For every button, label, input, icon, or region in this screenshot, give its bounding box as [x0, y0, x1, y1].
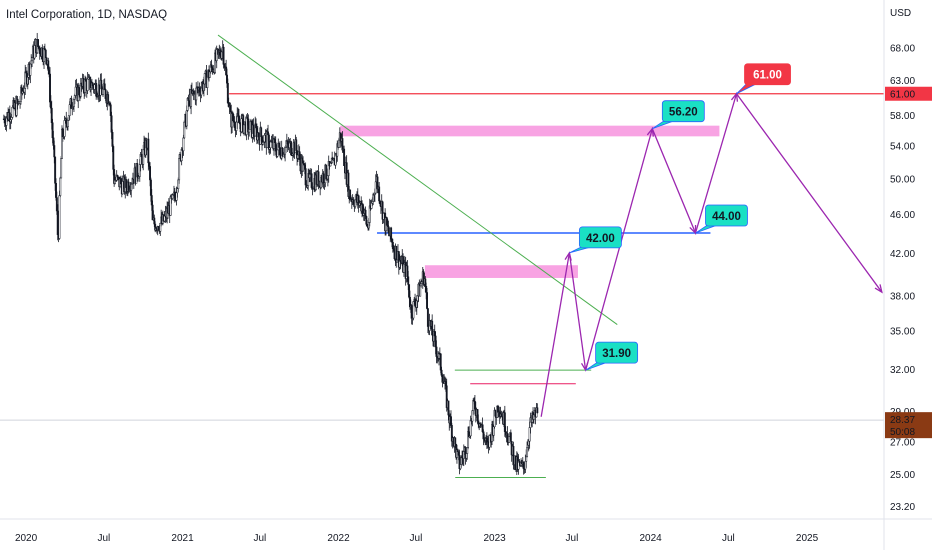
candle-body: [248, 129, 251, 133]
time-tick: 2022: [327, 533, 350, 544]
candle-body: [426, 292, 428, 309]
projection-layer: [540, 92, 883, 417]
candle-body: [185, 110, 188, 127]
time-tick: 2025: [796, 533, 819, 544]
callout-text: 44.00: [712, 211, 741, 223]
candle-body: [44, 49, 47, 58]
candle-body: [182, 137, 185, 152]
time-tick: Jul: [254, 533, 267, 544]
price-tick: 25.00: [890, 470, 915, 481]
callout-text: 31.90: [602, 348, 631, 360]
time-tick: 2024: [639, 533, 662, 544]
price-tick: 42.00: [890, 249, 915, 260]
time-tick: Jul: [722, 533, 735, 544]
callout-text: 61.00: [753, 70, 782, 82]
price-callout: 61.00: [736, 63, 791, 95]
time-tick: 2020: [15, 533, 38, 544]
time-tick: 2021: [171, 533, 194, 544]
price-tick: 46.00: [890, 210, 915, 221]
price-badge-red: [885, 86, 932, 101]
candle-body: [322, 173, 325, 184]
time-tick: Jul: [566, 533, 579, 544]
time-tick: Jul: [97, 533, 110, 544]
projection-path: [540, 92, 883, 417]
candle-body: [67, 120, 69, 127]
candle-body: [53, 145, 56, 158]
price-tick: 50.00: [890, 175, 915, 186]
price-tick: 58.00: [890, 111, 915, 122]
price-tick: 27.00: [890, 437, 915, 448]
candle-body: [59, 177, 62, 196]
price-callout: 44.00: [695, 204, 748, 234]
price-axis[interactable]: USD 68.00 63.00 58.00 54.00 50.00 46.00 42.00 38…: [883, 0, 932, 550]
candle-body: [142, 149, 145, 165]
candle-body: [477, 420, 480, 424]
price-badge-red-text: 61.00: [890, 90, 915, 101]
candles-layer: [2, 32, 539, 476]
price-tick: 35.00: [890, 327, 915, 338]
candle-body: [509, 432, 512, 442]
price-callout: 31.90: [585, 341, 639, 371]
candle-body: [325, 164, 328, 180]
candle-body: [222, 46, 225, 65]
candle-body: [86, 78, 89, 91]
callout-box: [705, 204, 748, 227]
price-tick: 63.00: [890, 76, 915, 87]
candle-body: [178, 158, 181, 181]
callout-box: [661, 100, 705, 123]
current-price-text: 28.37: [890, 415, 915, 426]
candle-body: [31, 57, 34, 62]
callout-text: 42.00: [586, 233, 615, 245]
time-tick: Jul: [410, 533, 423, 544]
callout-text: 56.20: [669, 107, 698, 119]
candle-body: [378, 186, 381, 202]
callout-box: [595, 341, 639, 364]
candle-body: [435, 346, 438, 357]
candle-body: [203, 73, 206, 85]
candle-body: [60, 158, 63, 179]
candle-body: [536, 407, 539, 414]
callout-pointer: [736, 83, 757, 95]
price-tick: 54.00: [890, 142, 915, 153]
candle-body: [390, 227, 393, 240]
candle-body: [37, 39, 39, 47]
time-tick: 2023: [483, 533, 506, 544]
price-tick: 23.20: [890, 502, 915, 513]
labels-layer: 42.00 31.90 56.20 44.00 61.00: [569, 63, 791, 371]
downtrend-line: [217, 34, 618, 325]
time-axis[interactable]: 2020 Jul 2021 Jul 2022 Jul 2023 Jul 2024 Jul 2025: [0, 518, 932, 544]
price-badge-current: [885, 412, 932, 439]
candle-body: [407, 276, 410, 285]
resistance-zone: [424, 265, 578, 278]
price-tick: 32.00: [890, 365, 915, 376]
countdown-text: 50:08: [890, 427, 915, 438]
candle-body: [260, 127, 263, 138]
candle-body: [111, 131, 114, 147]
candle-body: [58, 195, 61, 239]
price-tick: 68.00: [890, 43, 915, 54]
candle-body: [56, 210, 59, 235]
callout-box: [578, 226, 622, 249]
chart-title: Intel Corporation, 1D, NASDAQ: [6, 9, 168, 21]
lines-layer: [0, 34, 884, 479]
projection-arrowhead: [874, 284, 883, 294]
resistance-zone: [340, 125, 720, 137]
price-callout: 42.00: [569, 226, 622, 254]
candle-body: [522, 462, 525, 470]
candle-body: [136, 163, 139, 178]
candle-body: [525, 456, 528, 462]
currency-label: USD: [890, 8, 911, 19]
candle-body: [454, 437, 457, 445]
price-tick: 38.00: [890, 292, 915, 303]
callout-box: [744, 63, 791, 86]
candle-body: [33, 45, 36, 59]
price-callout: 56.20: [652, 100, 705, 130]
candle-body: [147, 138, 150, 164]
